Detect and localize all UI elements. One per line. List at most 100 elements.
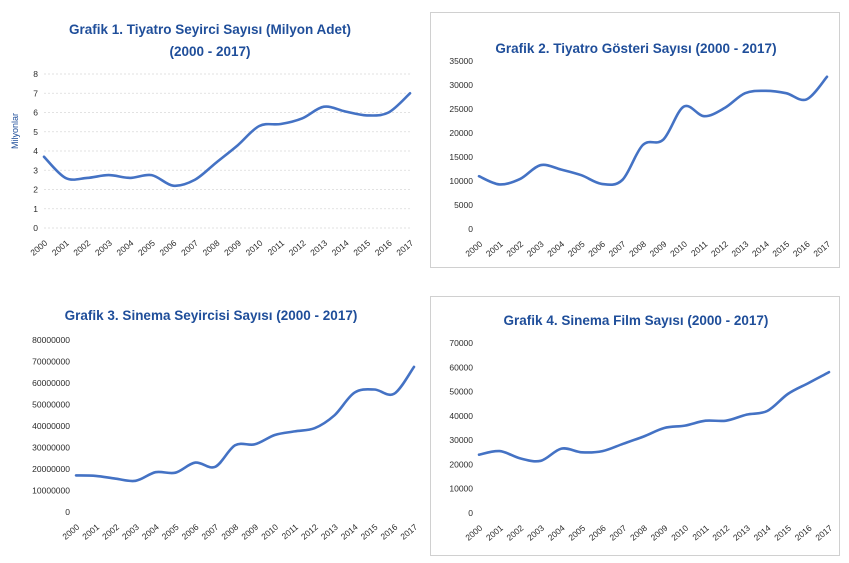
x-tick-label: 2008 [219, 522, 240, 542]
x-tick-label: 2007 [607, 523, 628, 543]
x-tick-label: 2014 [752, 523, 773, 543]
chart-svg-4: Grafik 4. Sinema Film Sayısı (2000 - 201… [449, 313, 834, 543]
x-tick-label: 2005 [566, 523, 587, 543]
x-tick-label: 2000 [463, 239, 484, 259]
x-tick-label: 2017 [398, 522, 419, 542]
y-tick-label: 30000000 [32, 443, 70, 453]
y-tick-label: 4 [33, 146, 38, 156]
y-tick-label: 30000 [449, 435, 473, 445]
y-tick-label: 20000000 [32, 464, 70, 474]
y-tick-label: 2 [33, 185, 38, 195]
x-tick-label: 2010 [244, 238, 265, 258]
series-line [42, 92, 412, 188]
chart-svg-2: Grafik 2. Tiyatro Gösteri Sayısı (2000 -… [449, 41, 832, 259]
chart-title: Grafik 3. Sinema Seyircisi Sayısı (2000 … [65, 308, 358, 323]
x-tick-label: 2003 [525, 239, 546, 259]
x-tick-label: 2009 [648, 239, 669, 259]
y-tick-label: 0 [65, 507, 70, 517]
y-tick-label: 0 [468, 224, 473, 234]
chart-panel-3: Grafik 3. Sinema Seyircisi Sayısı (2000 … [0, 292, 422, 560]
x-tick-label: 2011 [266, 238, 287, 258]
x-tick-label: 2016 [793, 523, 814, 543]
chart-svg-1: Grafik 1. Tiyatro Seyirci Sayısı (Milyon… [10, 22, 415, 258]
x-tick-label: 2006 [158, 238, 179, 258]
y-tick-label: 10000000 [32, 486, 70, 496]
x-tick-label: 2007 [200, 522, 221, 542]
x-tick-label: 2017 [394, 238, 415, 258]
x-tick-label: 2001 [484, 239, 505, 259]
x-tick-label: 2014 [750, 239, 771, 259]
x-tick-label: 2002 [505, 523, 526, 543]
x-tick-label: 2006 [180, 522, 201, 542]
y-tick-label: 25000 [449, 104, 473, 114]
y-tick-label: 0 [468, 508, 473, 518]
y-tick-label: 70000000 [32, 357, 70, 367]
x-tick-label: 2015 [351, 238, 372, 258]
chart-panel-2: Grafik 2. Tiyatro Gösteri Sayısı (2000 -… [430, 12, 840, 268]
chart-panel-4: Grafik 4. Sinema Film Sayısı (2000 - 201… [430, 296, 840, 556]
y-tick-label: 35000 [449, 56, 473, 66]
y-tick-label: 50000000 [32, 400, 70, 410]
x-tick-label: 2005 [160, 522, 181, 542]
y-tick-label: 50000 [449, 387, 473, 397]
y-tick-label: 80000000 [32, 335, 70, 345]
y-tick-label: 1 [33, 204, 38, 214]
chart-title: Grafik 2. Tiyatro Gösteri Sayısı (2000 -… [495, 41, 776, 56]
y-tick-label: 20000 [449, 128, 473, 138]
y-tick-label: 30000 [449, 80, 473, 90]
chart-title: Grafik 1. Tiyatro Seyirci Sayısı (Milyon… [69, 22, 351, 37]
x-tick-label: 2003 [93, 238, 114, 258]
x-tick-label: 2000 [28, 238, 49, 258]
x-tick-label: 2015 [772, 523, 793, 543]
x-tick-label: 2001 [80, 522, 101, 542]
x-tick-label: 2004 [140, 522, 161, 542]
x-tick-label: 2007 [607, 239, 628, 259]
x-tick-label: 2004 [545, 239, 566, 259]
y-tick-label: 7 [33, 88, 38, 98]
x-tick-label: 2006 [587, 523, 608, 543]
y-tick-label: 8 [33, 69, 38, 79]
x-tick-label: 2009 [649, 523, 670, 543]
x-tick-label: 2001 [484, 523, 505, 543]
x-tick-label: 2008 [628, 523, 649, 543]
x-tick-label: 2008 [627, 239, 648, 259]
x-tick-label: 2016 [373, 238, 394, 258]
chart-panel-1: Grafik 1. Tiyatro Seyirci Sayısı (Milyon… [0, 0, 420, 278]
x-tick-label: 2010 [668, 239, 689, 259]
y-tick-label: 10000 [449, 484, 473, 494]
y-tick-label: 40000000 [32, 421, 70, 431]
x-tick-label: 2005 [136, 238, 157, 258]
y-axis-label: Milyonlar [10, 113, 20, 149]
y-tick-label: 6 [33, 108, 38, 118]
series-line [477, 75, 829, 187]
x-tick-label: 2004 [114, 238, 135, 258]
x-tick-label: 2013 [731, 523, 752, 543]
y-tick-label: 60000 [449, 362, 473, 372]
x-tick-label: 2002 [504, 239, 525, 259]
x-tick-label: 2007 [179, 238, 200, 258]
x-tick-label: 2010 [669, 523, 690, 543]
x-tick-label: 2011 [690, 523, 711, 543]
y-tick-label: 20000 [449, 459, 473, 469]
y-tick-label: 0 [33, 223, 38, 233]
x-tick-label: 2003 [120, 522, 141, 542]
chart-svg-3: Grafik 3. Sinema Seyircisi Sayısı (2000 … [32, 308, 419, 542]
x-tick-label: 2001 [50, 238, 71, 258]
y-tick-label: 5 [33, 127, 38, 137]
y-tick-label: 10000 [449, 176, 473, 186]
x-tick-label: 2012 [710, 523, 731, 543]
x-tick-label: 2015 [359, 522, 380, 542]
x-tick-label: 2014 [330, 238, 351, 258]
y-tick-label: 3 [33, 165, 38, 175]
y-tick-label: 5000 [454, 200, 473, 210]
x-tick-label: 2010 [259, 522, 280, 542]
x-tick-label: 2011 [689, 239, 710, 259]
x-tick-label: 2000 [463, 523, 484, 543]
x-tick-label: 2002 [71, 238, 92, 258]
chart-subtitle: (2000 - 2017) [169, 44, 250, 59]
x-tick-label: 2009 [239, 522, 260, 542]
x-tick-label: 2017 [813, 523, 834, 543]
x-tick-label: 2012 [287, 238, 308, 258]
series-line [477, 370, 831, 463]
chart-title: Grafik 4. Sinema Film Sayısı (2000 - 201… [504, 313, 769, 328]
